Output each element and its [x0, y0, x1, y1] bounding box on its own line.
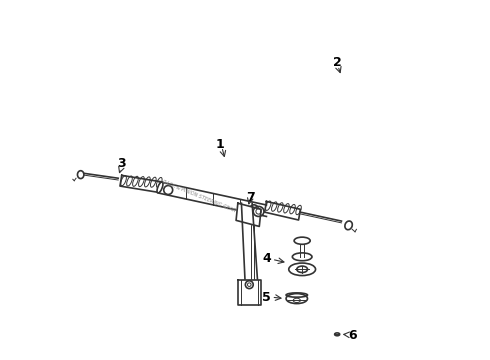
- Polygon shape: [238, 280, 261, 305]
- Ellipse shape: [77, 171, 84, 179]
- Text: RACK & PINION STEERING GEAR: RACK & PINION STEERING GEAR: [161, 179, 236, 213]
- Ellipse shape: [286, 294, 308, 303]
- Text: 7: 7: [246, 192, 255, 204]
- Polygon shape: [236, 203, 261, 226]
- Text: 4: 4: [262, 252, 271, 265]
- Text: 6: 6: [348, 329, 357, 342]
- Ellipse shape: [289, 263, 316, 275]
- Text: 5: 5: [262, 291, 271, 304]
- Text: 2: 2: [333, 55, 342, 69]
- Ellipse shape: [335, 333, 340, 336]
- Ellipse shape: [294, 237, 310, 244]
- Text: 1: 1: [216, 138, 224, 151]
- Ellipse shape: [345, 221, 352, 230]
- Ellipse shape: [293, 253, 312, 261]
- Text: 3: 3: [118, 157, 126, 170]
- Ellipse shape: [157, 182, 163, 193]
